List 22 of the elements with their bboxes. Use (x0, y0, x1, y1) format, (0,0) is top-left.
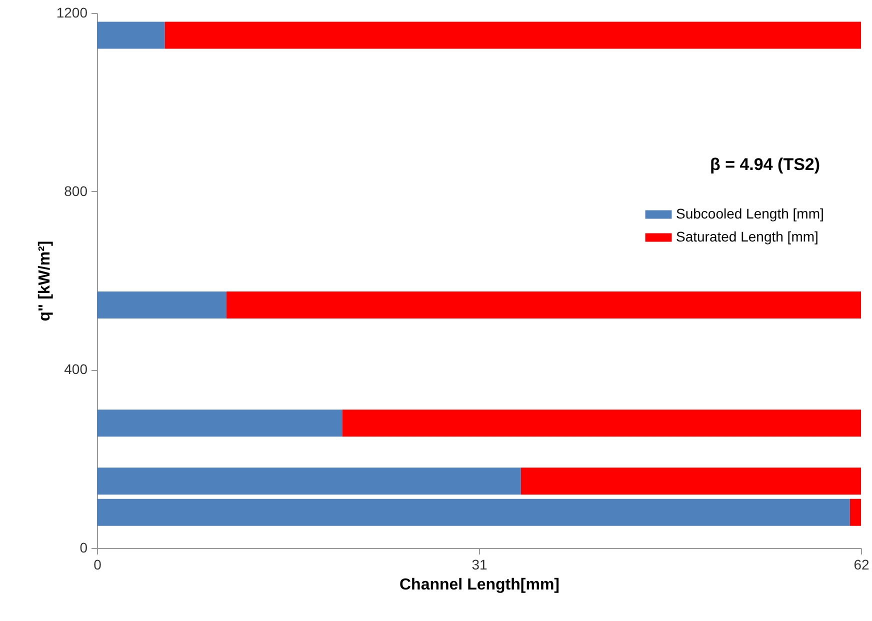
y-axis-title: q" [kW/m²] (36, 240, 54, 322)
y-tick-label: 1200 (56, 4, 88, 20)
bar (520, 468, 861, 495)
bar (164, 22, 861, 49)
bar (97, 468, 521, 495)
legend-label: Subcooled Length [mm] (676, 206, 824, 222)
y-tick-label: 0 (80, 540, 88, 556)
bar (97, 292, 226, 319)
y-tick-label: 800 (64, 182, 88, 199)
bar (850, 498, 861, 526)
bar (342, 410, 861, 437)
y-tick-label: 400 (64, 361, 88, 378)
x-tick-label: 62 (854, 556, 870, 572)
x-tick-label: 31 (472, 556, 488, 572)
bar (97, 22, 165, 49)
bar (226, 292, 861, 319)
bar (97, 498, 850, 526)
x-axis-title: Channel Length[mm] (400, 576, 560, 594)
x-tick-label: 0 (94, 556, 102, 572)
annotation: β = 4.94 (TS2) (710, 155, 820, 174)
bar (97, 410, 342, 437)
legend-label: Saturated Length [mm] (676, 228, 818, 244)
